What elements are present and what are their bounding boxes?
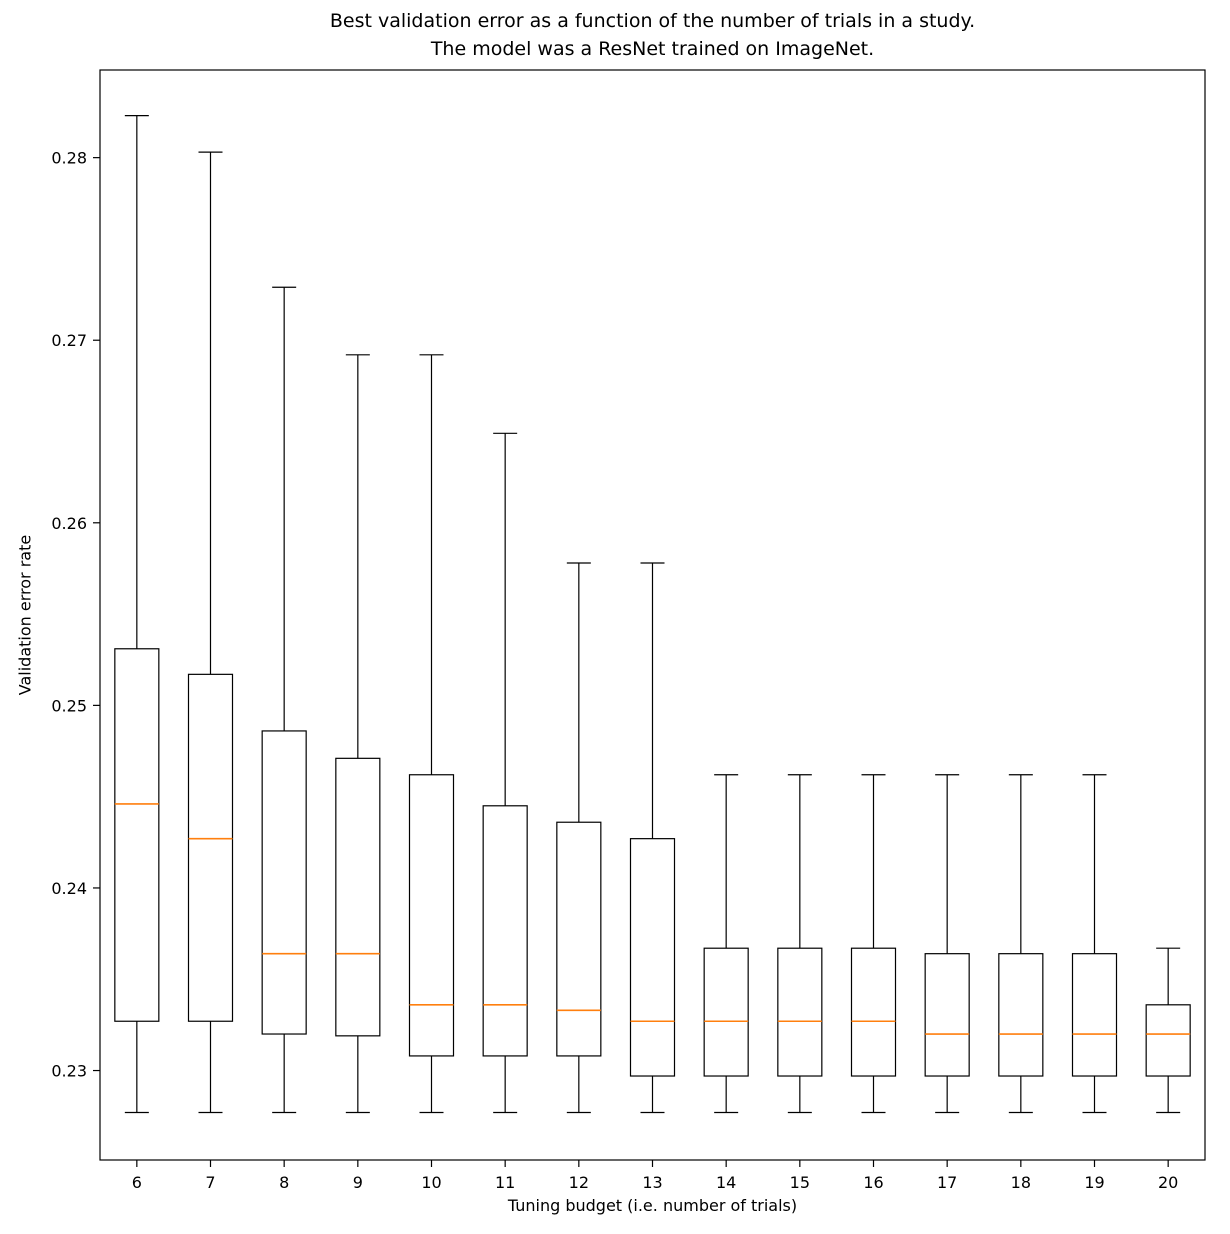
- x-tick-label: 13: [642, 1173, 662, 1192]
- x-axis-label: Tuning budget (i.e. number of trials): [507, 1196, 798, 1215]
- x-tick-label: 14: [716, 1173, 736, 1192]
- x-tick-label: 9: [353, 1173, 363, 1192]
- box-17: [924, 953, 970, 1077]
- chart-title: Best validation error as a function of t…: [100, 8, 1205, 63]
- y-tick-label: 0.27: [51, 331, 87, 350]
- box-6: [114, 648, 160, 1022]
- box-14: [703, 947, 749, 1077]
- x-tick-label: 7: [205, 1173, 215, 1192]
- y-tick-label: 0.28: [51, 149, 87, 168]
- box-11: [482, 805, 528, 1057]
- box-18: [998, 953, 1044, 1077]
- x-tick-label: 10: [421, 1173, 441, 1192]
- box-13: [629, 838, 676, 1077]
- box-16: [850, 947, 897, 1077]
- x-tick-label: 20: [1158, 1173, 1178, 1192]
- x-tick-label: 6: [132, 1173, 142, 1192]
- box-12: [556, 821, 602, 1057]
- x-tick-label: 17: [937, 1173, 957, 1192]
- y-tick-label: 0.24: [51, 879, 87, 898]
- x-tick-label: 8: [279, 1173, 289, 1192]
- box-19: [1071, 953, 1118, 1077]
- x-tick-label: 18: [1011, 1173, 1031, 1192]
- y-tick-label: 0.26: [51, 514, 87, 533]
- x-tick-label: 11: [495, 1173, 515, 1192]
- x-tick-label: 12: [569, 1173, 589, 1192]
- x-tick-label: 16: [863, 1173, 883, 1192]
- y-axis-label: Validation error rate: [15, 534, 35, 696]
- box-7: [187, 673, 234, 1022]
- x-tick-label: 19: [1084, 1173, 1104, 1192]
- chart-title-line2: The model was a ResNet trained on ImageN…: [430, 37, 875, 60]
- box-9: [335, 757, 381, 1037]
- box-20: [1145, 1004, 1191, 1077]
- chart-title-line1: Best validation error as a function of t…: [329, 10, 976, 32]
- y-tick-label: 0.25: [51, 696, 87, 715]
- x-tick-label: 15: [790, 1173, 810, 1192]
- box-8: [261, 730, 307, 1035]
- y-tick-label: 0.23: [51, 1062, 87, 1081]
- box-15: [777, 947, 823, 1077]
- box-10: [408, 774, 455, 1057]
